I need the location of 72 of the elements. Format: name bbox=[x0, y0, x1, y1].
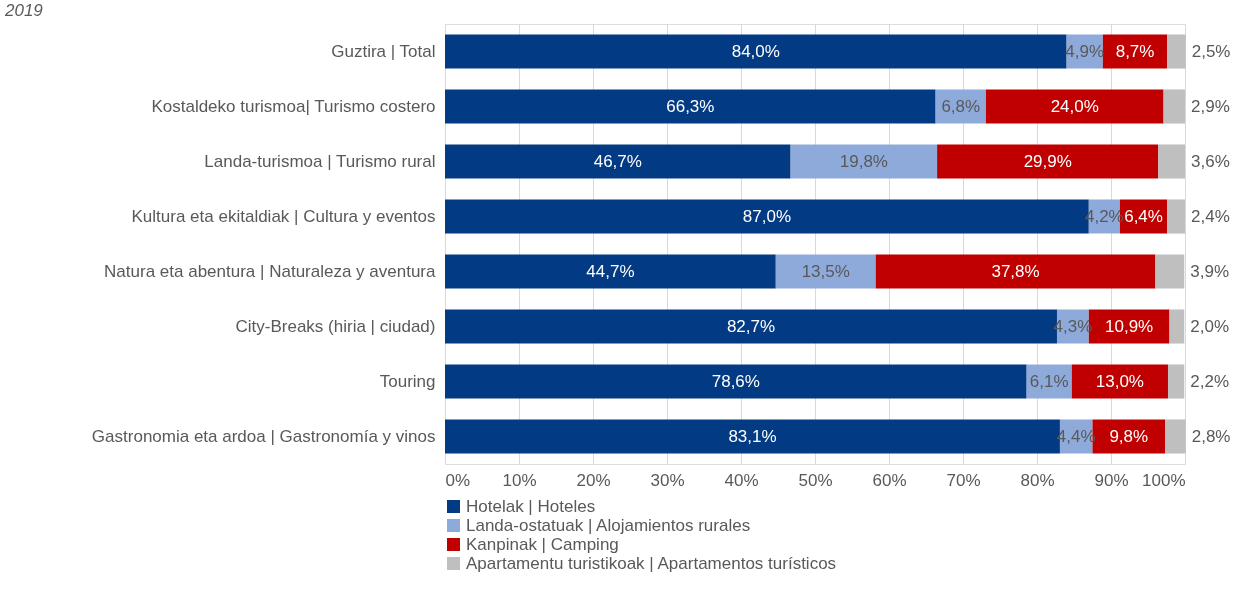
data-label: 2,0% bbox=[1190, 316, 1230, 336]
data-label: 46,7% bbox=[593, 151, 642, 171]
data-label: 2,4% bbox=[1191, 206, 1230, 226]
data-label: 37,8% bbox=[991, 261, 1040, 281]
x-tick-label: 50% bbox=[798, 470, 833, 490]
bar bbox=[985, 89, 1164, 124]
data-label: 13,0% bbox=[1095, 371, 1144, 391]
data-label: 9,8% bbox=[1109, 426, 1149, 446]
data-label: 87,0% bbox=[742, 206, 791, 226]
y-tick-label: Natura eta abentura | Naturaleza y aventura bbox=[104, 261, 437, 281]
y-tick-label: Gastronomia eta ardoa | Gastronomía y vinos bbox=[91, 426, 436, 446]
bar bbox=[1158, 144, 1185, 179]
y-tick-label: Kostaldeko turismoa| Turismo costero bbox=[151, 96, 436, 116]
data-label: 6,1% bbox=[1029, 371, 1069, 391]
data-label: 83,1% bbox=[728, 426, 777, 446]
x-tick-label: 20% bbox=[576, 470, 611, 490]
data-label: 29,9% bbox=[1023, 151, 1072, 171]
text: 2019 bbox=[4, 1, 44, 20]
legend-label: Apartamentu turistikoak | Apartamentos turísticos bbox=[466, 553, 837, 573]
y-tick-label: Touring bbox=[379, 371, 436, 391]
data-label: 24,0% bbox=[1050, 96, 1099, 116]
data-label: 78,6% bbox=[711, 371, 760, 391]
bar bbox=[790, 144, 938, 179]
bar bbox=[445, 364, 1027, 399]
data-label: 66,3% bbox=[666, 96, 715, 116]
data-label: 84,0% bbox=[731, 41, 780, 61]
bar bbox=[937, 144, 1159, 179]
bar bbox=[445, 144, 791, 179]
bar bbox=[1167, 199, 1185, 234]
bar bbox=[1165, 419, 1186, 454]
data-label: 2,9% bbox=[1191, 96, 1230, 116]
data-label: 10,9% bbox=[1105, 316, 1154, 336]
data-label: 6,4% bbox=[1124, 206, 1163, 226]
data-label: 13,5% bbox=[801, 261, 850, 281]
data-label: 82,7% bbox=[726, 316, 776, 336]
data-label: 6,8% bbox=[941, 96, 981, 116]
x-tick-label: 0% bbox=[445, 470, 471, 490]
bar bbox=[1102, 34, 1168, 69]
bar bbox=[1163, 89, 1185, 124]
bar bbox=[1071, 364, 1168, 399]
x-tick-label: 80% bbox=[1020, 470, 1055, 490]
bar bbox=[1169, 309, 1185, 344]
legend-label: Landa-ostatuak | Alojamientos rurales bbox=[466, 515, 751, 535]
y-tick-label: City-Breaks (hiria | ciudad) bbox=[235, 316, 436, 336]
x-tick-label: 30% bbox=[650, 470, 685, 490]
bar bbox=[445, 254, 776, 289]
x-tick-label: 70% bbox=[946, 470, 981, 490]
bar bbox=[445, 89, 936, 124]
data-label: 44,7% bbox=[586, 261, 635, 281]
data-label: 2,8% bbox=[1191, 426, 1231, 446]
y-tick-label: Kultura eta ekitaldiak | Cultura y eventos bbox=[131, 206, 436, 226]
bar bbox=[1167, 34, 1186, 69]
bar bbox=[1167, 364, 1185, 399]
x-tick-label: 40% bbox=[724, 470, 759, 490]
x-tick-label: 100% bbox=[1142, 470, 1186, 490]
y-tick-label: Landa-turismoa | Turismo rural bbox=[204, 151, 436, 171]
data-label: 8,7% bbox=[1115, 41, 1155, 61]
bar bbox=[775, 254, 876, 289]
x-tick-label: 90% bbox=[1094, 470, 1129, 490]
bar bbox=[875, 254, 1156, 289]
data-label: 2,5% bbox=[1191, 41, 1231, 61]
legend-label: Kanpinak | Camping bbox=[466, 534, 619, 554]
data-label: 2,2% bbox=[1190, 371, 1230, 391]
x-tick-label: 10% bbox=[502, 470, 537, 490]
x-tick-label: 60% bbox=[872, 470, 907, 490]
data-label: 3,9% bbox=[1190, 261, 1230, 281]
legend-label: Hotelak | Hoteles bbox=[466, 496, 596, 516]
bar bbox=[445, 34, 1067, 69]
data-label: 3,6% bbox=[1191, 151, 1230, 171]
bar bbox=[1155, 254, 1185, 289]
data-label: 19,8% bbox=[839, 151, 888, 171]
y-tick-label: Guztira | Total bbox=[331, 41, 436, 61]
